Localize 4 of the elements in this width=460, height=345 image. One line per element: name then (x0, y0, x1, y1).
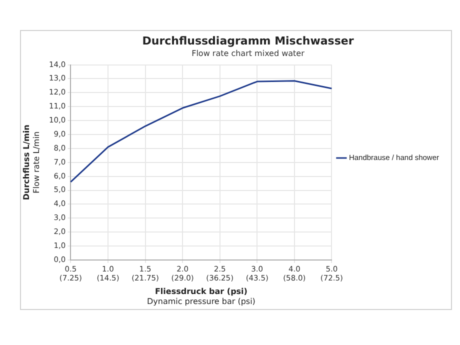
y-axis-title: Durchfluss L/min Flow rate L/min (22, 124, 41, 200)
chart-title: Durchflussdiagramm Mischwasser (142, 34, 354, 48)
chart-subtitle: Flow rate chart mixed water (192, 49, 306, 58)
x-axis-title: Fliessdruck bar (psi) Dynamic pressure bar (psi) (146, 287, 256, 306)
